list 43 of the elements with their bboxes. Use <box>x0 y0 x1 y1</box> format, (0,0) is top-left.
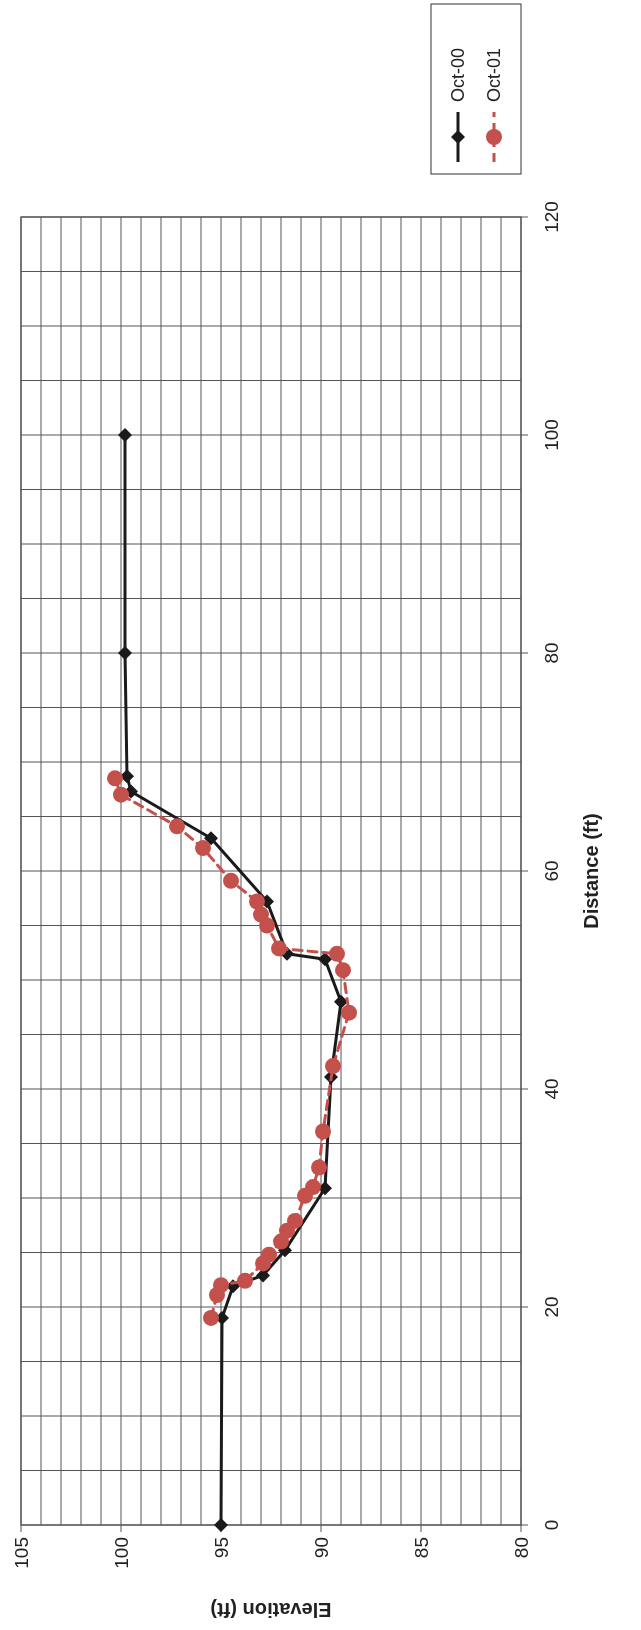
point <box>223 872 239 889</box>
point <box>195 840 211 857</box>
point <box>335 962 351 979</box>
point <box>237 1272 253 1289</box>
x-tick-label: 100 <box>110 1537 132 1569</box>
x-tick-label: 95 <box>210 1537 232 1559</box>
text: Oct-01 <box>484 47 505 102</box>
point <box>120 769 134 784</box>
point <box>334 994 348 1009</box>
point <box>325 1058 341 1075</box>
point <box>118 646 132 660</box>
point <box>118 428 132 442</box>
point <box>253 906 269 923</box>
point <box>249 893 265 910</box>
y-tick-label: 120 <box>540 201 562 233</box>
point <box>169 818 185 835</box>
point <box>341 1004 357 1021</box>
y-tick-label: 80 <box>540 642 562 664</box>
point <box>204 831 218 846</box>
y-tick-label: 40 <box>540 1078 562 1100</box>
x-tick-label: 90 <box>310 1537 332 1559</box>
point <box>315 1123 331 1140</box>
point <box>261 1246 277 1263</box>
text: Oct-00 <box>448 47 469 102</box>
point <box>311 1159 327 1176</box>
y-tick-label: 100 <box>540 419 562 451</box>
x-tick-label: 85 <box>410 1537 432 1559</box>
y-tick-label: 20 <box>540 1296 562 1318</box>
point <box>287 1212 303 1229</box>
point <box>305 1179 321 1196</box>
point <box>318 952 332 967</box>
point <box>107 770 123 787</box>
x-tick-label: 105 <box>10 1537 32 1569</box>
point <box>203 1309 219 1326</box>
x-tick-label: 80 <box>510 1537 532 1559</box>
y-axis-title: Distance (ft) <box>580 813 602 929</box>
y-tick-label: 60 <box>540 860 562 882</box>
y-tick-label: 0 <box>540 1519 562 1531</box>
point <box>329 945 345 962</box>
point <box>113 786 129 803</box>
point <box>213 1277 229 1294</box>
point <box>271 940 287 957</box>
x-axis-title: Elevation (ft) <box>210 1599 332 1621</box>
